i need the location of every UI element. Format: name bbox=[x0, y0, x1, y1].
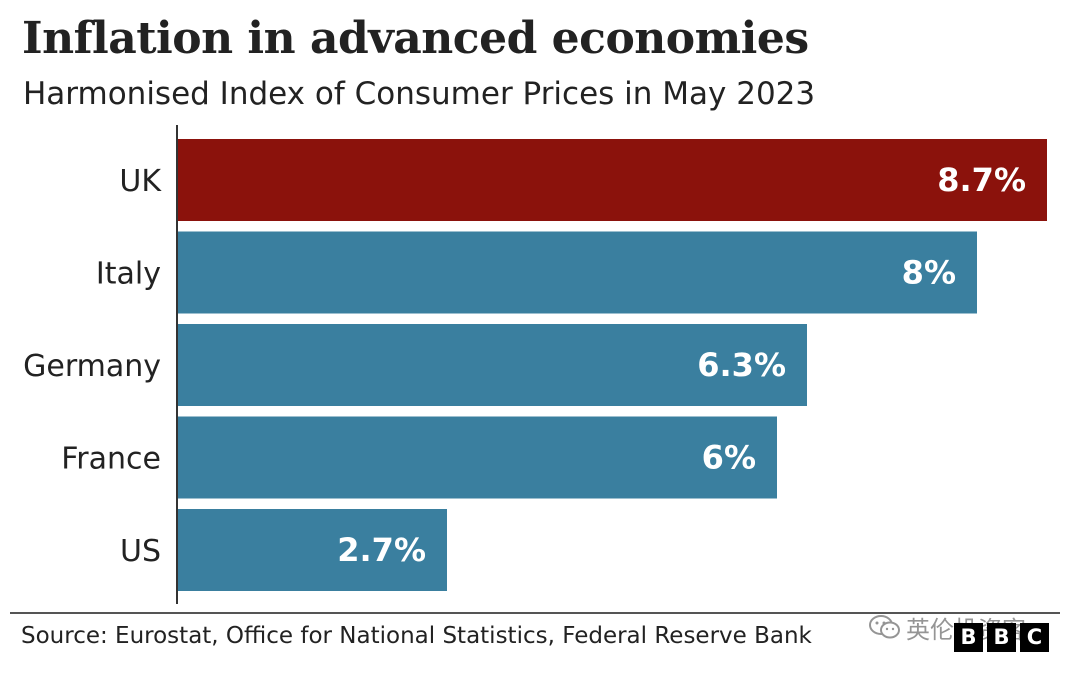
data-label: 2.7% bbox=[337, 531, 426, 569]
source-note: Source: Eurostat, Office for National St… bbox=[21, 623, 812, 649]
chart-title: Inflation in advanced economies bbox=[22, 13, 809, 64]
bbc-logo-letter: B bbox=[954, 623, 983, 652]
data-label: 8% bbox=[902, 254, 956, 292]
bar-us bbox=[177, 509, 447, 591]
bbc-logo: B B C bbox=[954, 623, 1049, 652]
category-label: Italy bbox=[96, 257, 161, 292]
bar-chart: UK 8.7% Italy 8% Germany 6.3% France 6% US 2.7% bbox=[23, 125, 1047, 604]
category-label: US bbox=[120, 534, 161, 569]
footer-divider bbox=[10, 612, 1060, 614]
bar-uk bbox=[177, 139, 1047, 221]
bar-italy bbox=[177, 231, 977, 314]
wechat-icon bbox=[869, 615, 900, 639]
bar-france bbox=[177, 416, 777, 499]
data-label: 8.7% bbox=[937, 161, 1026, 199]
data-label: 6% bbox=[702, 439, 756, 477]
category-label: France bbox=[61, 442, 161, 477]
bbc-logo-letter: C bbox=[1020, 623, 1049, 652]
bar-germany bbox=[177, 324, 807, 406]
category-label: UK bbox=[119, 164, 162, 199]
data-label: 6.3% bbox=[697, 346, 786, 384]
chart-subtitle: Harmonised Index of Consumer Prices in M… bbox=[23, 76, 816, 112]
bbc-logo-letter: B bbox=[987, 623, 1016, 652]
category-label: Germany bbox=[23, 349, 161, 384]
